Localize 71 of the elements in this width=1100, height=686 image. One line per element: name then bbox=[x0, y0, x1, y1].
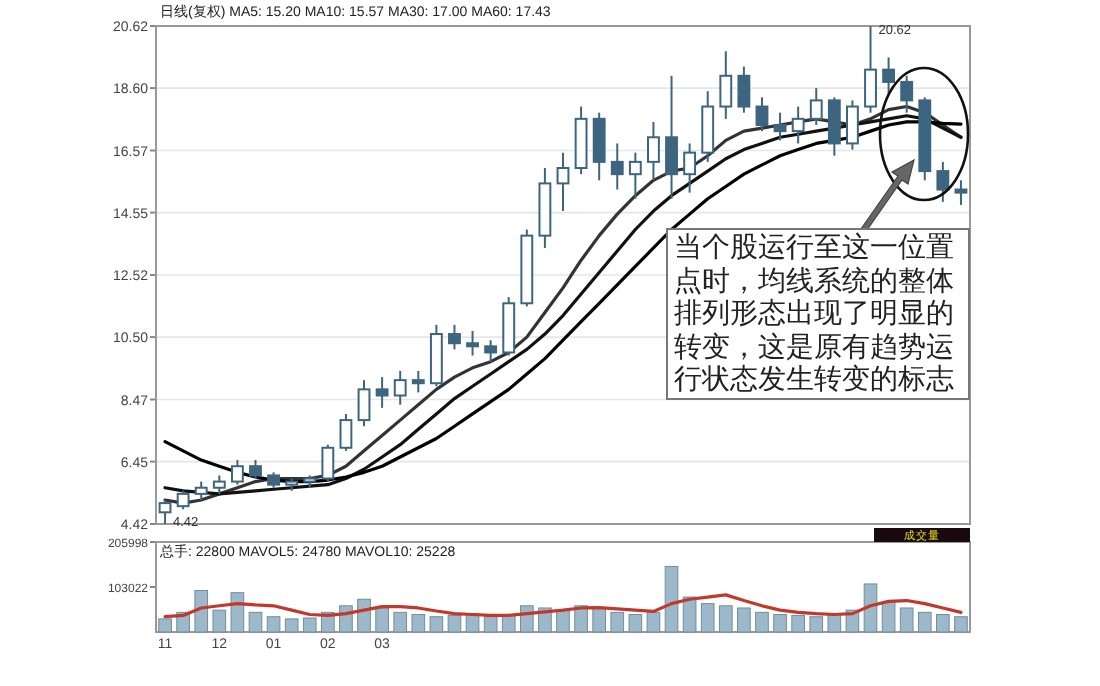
bar bbox=[610, 611, 625, 633]
candlestick bbox=[665, 74, 678, 200]
candlestick bbox=[176, 489, 190, 511]
bar bbox=[393, 611, 408, 633]
candlestick bbox=[773, 111, 787, 142]
candlestick bbox=[411, 369, 425, 394]
candlestick bbox=[791, 105, 805, 145]
bar bbox=[158, 618, 172, 633]
candlestick bbox=[827, 96, 841, 157]
candlestick bbox=[212, 474, 226, 495]
bar bbox=[212, 609, 227, 633]
candlestick bbox=[628, 151, 642, 200]
candlestick bbox=[321, 443, 335, 483]
candlestick bbox=[755, 96, 769, 133]
bar bbox=[646, 611, 661, 633]
candlestick bbox=[230, 459, 244, 486]
bar bbox=[863, 583, 878, 633]
candlestick bbox=[809, 87, 823, 126]
candlestick bbox=[882, 56, 896, 96]
candlestick bbox=[647, 120, 660, 182]
candlestick bbox=[900, 74, 914, 114]
bar bbox=[592, 607, 607, 633]
annotation: 当个股运行至这一位置点时，均线系统的整体排列形态出现了明显的转变，这是原有趋势运行状态发生转变的标志 bbox=[666, 228, 970, 400]
bar bbox=[899, 607, 914, 633]
candlestick bbox=[375, 376, 389, 409]
bar bbox=[936, 614, 950, 633]
bar bbox=[248, 611, 263, 633]
candlestick bbox=[194, 480, 208, 502]
bar bbox=[628, 614, 643, 633]
candlestick bbox=[936, 160, 950, 203]
candlestick bbox=[466, 329, 479, 357]
bar bbox=[737, 607, 751, 633]
candlestick bbox=[719, 50, 733, 120]
bar bbox=[809, 616, 824, 633]
bar bbox=[773, 614, 787, 633]
candlestick bbox=[864, 25, 877, 114]
candlestick bbox=[556, 151, 570, 213]
bar bbox=[411, 614, 426, 633]
bar bbox=[718, 605, 733, 633]
candlestick bbox=[683, 142, 697, 194]
candlestick bbox=[701, 90, 715, 163]
bar bbox=[700, 603, 715, 633]
bar bbox=[682, 596, 697, 633]
bar bbox=[791, 614, 805, 633]
candlestick bbox=[448, 323, 461, 351]
bar bbox=[375, 607, 389, 633]
bar bbox=[447, 614, 462, 633]
bar bbox=[284, 618, 299, 633]
candlestick bbox=[339, 412, 353, 452]
bar bbox=[664, 565, 679, 633]
bar bbox=[429, 616, 444, 633]
bar bbox=[194, 589, 209, 633]
candlestick bbox=[737, 65, 751, 114]
candlestick bbox=[249, 459, 262, 480]
bar bbox=[954, 616, 968, 633]
bar bbox=[266, 616, 281, 633]
bar bbox=[556, 609, 570, 633]
candlestick bbox=[158, 499, 172, 525]
bar bbox=[755, 611, 769, 633]
line-series bbox=[163, 593, 963, 619]
candlestick bbox=[393, 369, 407, 406]
candlestick bbox=[846, 99, 859, 151]
bar bbox=[483, 616, 498, 633]
bar bbox=[302, 617, 317, 633]
bar bbox=[881, 600, 896, 633]
candlestick bbox=[592, 111, 606, 182]
candlestick bbox=[484, 339, 498, 363]
candlestick bbox=[610, 142, 624, 191]
candlestick bbox=[954, 179, 968, 206]
bar bbox=[917, 611, 932, 633]
candlestick bbox=[357, 379, 371, 428]
